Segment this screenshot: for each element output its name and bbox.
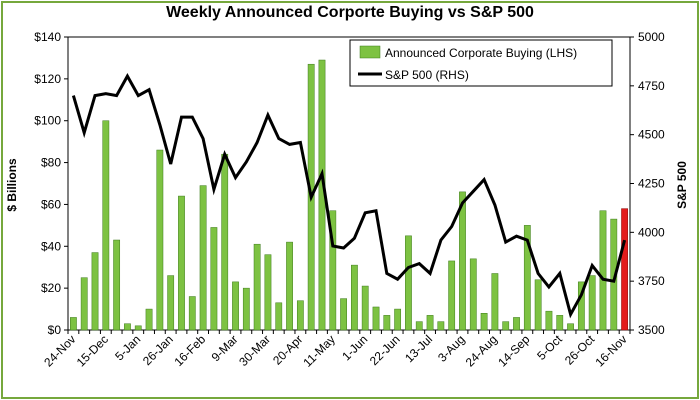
right-tick-label: 4750 (638, 79, 665, 93)
bar (513, 317, 520, 331)
bar (361, 285, 369, 331)
bar (383, 315, 391, 331)
bar (178, 195, 185, 331)
bar (242, 287, 250, 331)
bar (480, 313, 488, 331)
bar (113, 239, 121, 331)
bar (221, 153, 229, 331)
x-tick-label: 13-Jul (402, 332, 435, 365)
bar (253, 243, 261, 331)
left-tick-label: $40 (41, 239, 61, 253)
bar (523, 225, 531, 331)
bar (167, 275, 175, 331)
left-tick-label: $80 (41, 156, 61, 170)
legend-label-line: S&P 500 (RHS) (385, 68, 469, 82)
legend-box (349, 39, 613, 87)
bar (567, 323, 574, 331)
bar (394, 308, 402, 331)
bar (577, 281, 585, 331)
bar (232, 281, 239, 331)
bar (469, 258, 477, 331)
bar (210, 227, 218, 331)
bar (502, 321, 510, 331)
bar (372, 306, 380, 331)
bar (80, 277, 88, 331)
x-tick-label: 22-Jun (367, 332, 403, 368)
x-tick-label: 5-Oct (534, 332, 565, 363)
left-tick-label: $140 (34, 30, 61, 44)
bar (621, 208, 628, 331)
bar (426, 315, 434, 331)
x-tick-label: 24-Aug (463, 332, 500, 369)
bar (91, 252, 99, 331)
x-tick-label: 26-Oct (562, 332, 598, 368)
left-axis-ticks: $0 $20 $40 $60 $80 $100 $120 $140 (34, 30, 68, 337)
right-tick-label: 3500 (638, 323, 665, 337)
x-tick-label: 1-Jun (339, 332, 370, 363)
line-series (71, 73, 627, 319)
bar (448, 260, 456, 331)
bar (102, 120, 110, 331)
bar (534, 279, 542, 331)
left-tick-label: $20 (41, 281, 61, 295)
bar (415, 321, 423, 331)
left-tick-label: $120 (34, 72, 61, 86)
x-tick-label: 16-Feb (171, 332, 208, 369)
right-tick-label: 4250 (638, 177, 665, 191)
bar (188, 296, 196, 331)
left-tick-label: $60 (41, 197, 61, 211)
bar (545, 310, 553, 331)
bar (70, 317, 77, 331)
bar (286, 241, 293, 331)
chart-title: Weekly Announced Corporte Buying vs S&P … (166, 4, 534, 21)
bar-series (70, 59, 628, 331)
x-tick-label: 20-Apr (270, 332, 305, 367)
bar (199, 185, 207, 331)
right-axis-ticks: 3500 3750 4000 4250 4500 4750 5000 (630, 30, 665, 337)
bar (340, 298, 347, 331)
bar (599, 210, 607, 331)
y-axis-label-right: S&P 500 (675, 161, 689, 209)
left-tick-label: $100 (34, 114, 61, 128)
x-tick-label: 15-Dec (74, 332, 111, 369)
bar (556, 315, 564, 331)
right-tick-label: 4500 (638, 128, 665, 142)
bar (145, 308, 153, 331)
bar (351, 264, 358, 331)
x-tick-label: 5-Jan (112, 332, 143, 363)
bar (437, 321, 445, 331)
bar (134, 325, 142, 331)
x-tick-label: 11-May (300, 332, 338, 370)
bar (264, 254, 272, 331)
legend-label-bar: Announced Corporate Buying (LHS) (385, 46, 577, 60)
bar (405, 235, 412, 331)
bar (491, 273, 499, 331)
bar (588, 275, 596, 331)
x-tick-label: 26-Jan (140, 332, 176, 368)
x-tick-label: 30-Mar (236, 332, 273, 369)
right-tick-label: 3750 (638, 274, 665, 288)
right-tick-label: 4000 (638, 225, 665, 239)
bar (296, 300, 304, 331)
bar (459, 191, 466, 331)
legend-swatch-bar (359, 45, 381, 59)
right-tick-label: 5000 (638, 30, 665, 44)
bar (329, 210, 337, 331)
legend: Announced Corporate Buying (LHS) S&P 500… (349, 39, 613, 87)
bar (124, 323, 131, 331)
x-tick-label: 14-Sep (495, 332, 532, 369)
bar (156, 149, 164, 331)
line-path (71, 73, 627, 319)
y-axis-label-left: $ Billions (5, 158, 19, 212)
x-tick-label: 16-Nov (592, 332, 629, 369)
x-tick-label: 24-Nov (41, 332, 78, 369)
bar (275, 302, 283, 331)
left-tick-label: $0 (48, 323, 62, 337)
